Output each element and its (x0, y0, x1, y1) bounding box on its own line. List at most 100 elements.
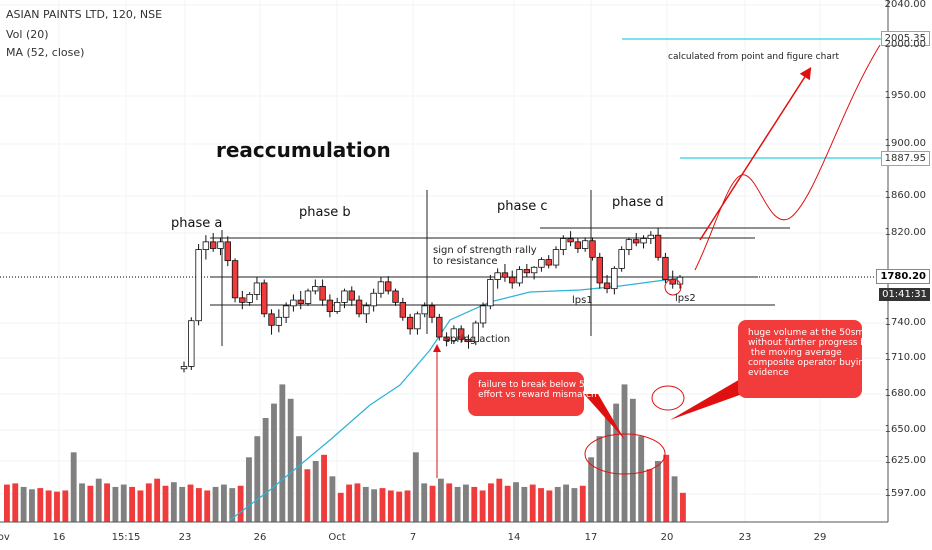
lps1-note: lps1 (572, 295, 593, 306)
failure-callout-pointer (584, 394, 625, 440)
volume-bar (112, 486, 119, 522)
candle-body (261, 282, 268, 315)
x-tick-label: 15:15 (111, 532, 141, 543)
sos-note: sign of strength rally to resistance (433, 245, 537, 267)
volume-bar (596, 436, 603, 522)
volume-bar (137, 490, 144, 522)
volume-bar (195, 488, 202, 522)
volume-bar (120, 484, 127, 522)
volume-bar (154, 478, 161, 522)
target-high-tag: 2005.35 (880, 31, 930, 46)
volume-bar (287, 398, 294, 522)
candle-body (231, 260, 239, 299)
x-tick-label: 23 (738, 532, 752, 543)
volume-bar (521, 486, 528, 522)
volume-bar (12, 483, 19, 522)
candle-body (509, 276, 516, 284)
volume-bar (463, 484, 469, 522)
candle-body (603, 282, 611, 290)
volume-bar (563, 484, 570, 522)
x-tick-label: Nov (0, 532, 10, 543)
candle-body (530, 266, 538, 274)
candle-body (487, 279, 494, 307)
volume-bar (246, 457, 252, 522)
volume-bar (170, 482, 177, 522)
candle-body (567, 238, 574, 243)
candle-body (399, 302, 407, 318)
candle-body (355, 299, 363, 315)
y-tick-label: 1710.00 (884, 352, 926, 363)
volume-bar (95, 478, 102, 522)
volume-bar (179, 486, 186, 522)
countdown-tag: 01:41:31 (879, 288, 930, 301)
y-tick-label: 1950.00 (884, 90, 926, 101)
volume-bar (479, 490, 486, 522)
candle-body (268, 313, 275, 326)
volume-bar (446, 483, 453, 522)
axes (0, 0, 889, 523)
x-tick-label: 26 (253, 532, 267, 543)
volume-bar (437, 478, 444, 522)
candle-body (202, 241, 210, 250)
volume-bar (337, 492, 344, 522)
volume-bar (145, 483, 152, 522)
candle-body (414, 313, 421, 330)
candle-body (363, 305, 370, 315)
candle-body (633, 239, 640, 244)
volume-bar (37, 488, 44, 522)
phase-a-label: phase a (171, 216, 223, 231)
lps2-note: lps2 (675, 293, 696, 304)
volume-bar (488, 483, 494, 522)
candle-body (348, 290, 355, 301)
candle-body (552, 249, 560, 266)
candle-body (406, 316, 414, 330)
volume-bar (529, 484, 536, 522)
volume-ellipse (651, 385, 685, 411)
candle-body (574, 241, 582, 249)
volume-bar (229, 488, 236, 522)
volume-bar (354, 483, 361, 522)
volume-bar (79, 483, 85, 522)
volume-bar (404, 490, 411, 522)
x-tick-label: 14 (507, 532, 521, 543)
candle-body (312, 285, 319, 292)
candle-body (618, 249, 625, 269)
chart-grid (0, 0, 888, 522)
volume-bar (680, 492, 686, 522)
candle-body (282, 305, 290, 318)
volume-bar (638, 436, 645, 522)
volume-bar (62, 490, 69, 522)
volume-bar (237, 485, 244, 522)
volume-callout: huge volume at the 50sma without further… (738, 320, 887, 398)
volume-bar (162, 485, 169, 522)
candle-body (596, 256, 603, 284)
volume-bar (471, 486, 478, 522)
candle-body (516, 269, 523, 284)
volume-bar (29, 489, 35, 522)
volume-bar (546, 490, 553, 522)
y-tick-label: 2040.00 (884, 0, 926, 10)
failure-callout: failure to break below 50sma effort vs r… (468, 372, 609, 416)
volume-bar (329, 476, 336, 522)
spring-note: spring action (445, 334, 511, 345)
pnf-note: calculated from point and figure chart (668, 52, 840, 62)
volume-bar (387, 490, 394, 522)
phase-b-label: phase b (299, 205, 351, 220)
candle-body (253, 282, 261, 295)
volume-bars (4, 384, 686, 522)
projection-curve (694, 44, 881, 271)
candle-body (589, 240, 596, 258)
phase-d-label: phase d (612, 195, 664, 210)
volume-bar (312, 461, 319, 522)
moving-average-line (229, 277, 681, 521)
candle-body (319, 285, 326, 301)
volume-bar (20, 486, 27, 522)
volume-bar (296, 436, 302, 522)
volume-bar (187, 484, 194, 522)
volume-bar (362, 486, 369, 522)
candle-body (479, 305, 487, 324)
x-tick-label: Oct (328, 532, 346, 543)
candle-body (611, 267, 618, 290)
volume-bar (604, 418, 611, 522)
